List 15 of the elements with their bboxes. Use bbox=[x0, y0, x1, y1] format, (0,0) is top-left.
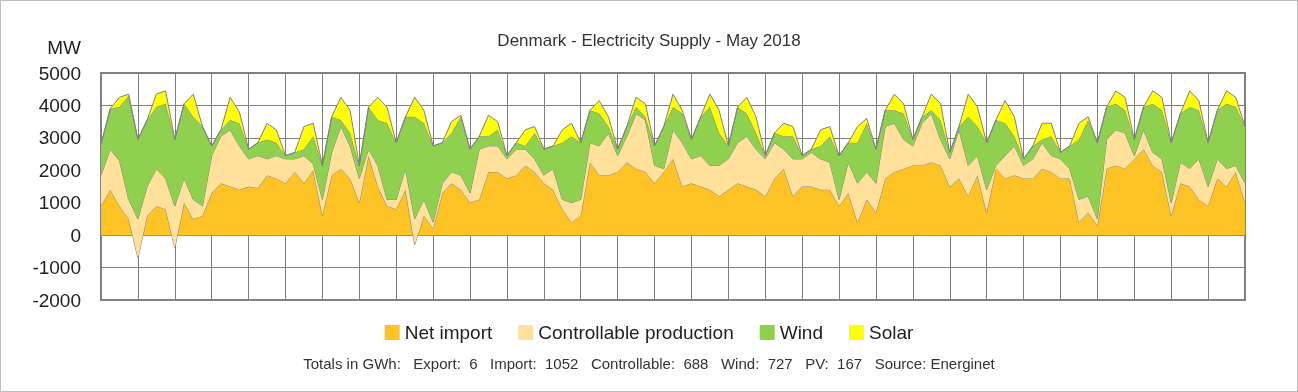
legend-label: Solar bbox=[868, 322, 915, 343]
y-tick-label: 0 bbox=[70, 224, 81, 246]
legend-label: Wind bbox=[779, 322, 823, 343]
y-tick-label: -1000 bbox=[32, 257, 81, 279]
y-tick-label: 3000 bbox=[38, 127, 81, 149]
y-tick-label: 4000 bbox=[38, 94, 81, 116]
legend-label: Net import bbox=[404, 322, 494, 343]
y-tick-label: 1000 bbox=[38, 192, 81, 214]
y-tick-label: 5000 bbox=[38, 62, 81, 84]
legend-label: Controllable production bbox=[538, 322, 734, 343]
y-axis-title: MW bbox=[47, 37, 82, 58]
chart-title: Denmark - Electricity Supply - May 2018 bbox=[497, 31, 801, 50]
y-tick-label: -2000 bbox=[32, 289, 81, 311]
text: Totals in GWh: Export: 6 Import: 1052 Controllable: 688 Wind: 727 PV: 167 Source: Energinet bbox=[303, 355, 996, 372]
y-tick-label: 2000 bbox=[38, 159, 81, 181]
